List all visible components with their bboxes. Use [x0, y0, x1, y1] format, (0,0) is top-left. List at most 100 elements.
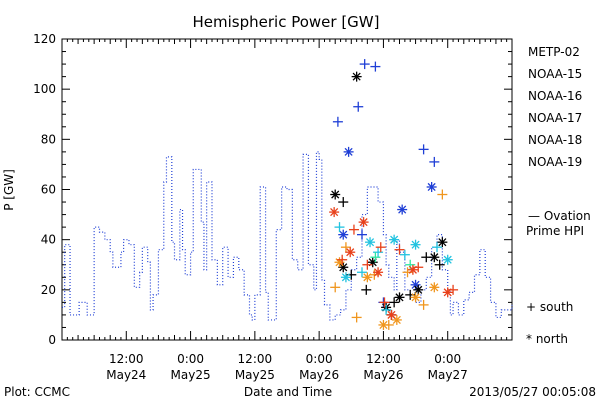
point-noaa-15-north-8: [426, 181, 437, 192]
point-noaa-16-north-39: [442, 254, 453, 265]
y-tick-label-40: 40: [41, 233, 56, 247]
point-noaa-18-south-56: [437, 189, 448, 200]
point-noaa-15-north-1: [343, 146, 354, 157]
y-axis-label-text: P [GW]: [2, 169, 16, 211]
marker-d2: [379, 320, 388, 330]
point-noaa-15-south-2: [353, 101, 364, 112]
point-metp-02-north-24: [413, 284, 424, 295]
point-noaa-15-south-10: [357, 229, 367, 240]
x-axis-label: Date and Time: [244, 385, 332, 399]
marker-d2: [414, 285, 423, 294]
x-tick-time-5: 0:00: [434, 352, 461, 366]
point-noaa-16-south-38: [432, 242, 442, 253]
x-tick-time-3: 0:00: [306, 352, 333, 366]
point-noaa-19-south-71: [375, 242, 386, 253]
x-tick-date-1: May25: [171, 368, 211, 382]
marker-d2: [359, 218, 368, 227]
point-noaa-19-north-65: [386, 309, 397, 320]
point-noaa-15-north-9: [338, 229, 349, 240]
x-tick-time-1: 0:00: [177, 352, 204, 366]
point-noaa-18-south-50: [383, 319, 394, 330]
point-noaa-19-north-57: [329, 207, 340, 218]
x-tick-date-0: May24: [106, 368, 146, 382]
marker-d2: [387, 310, 396, 319]
marker-d2: [390, 235, 399, 244]
point-noaa-16-north-33: [365, 237, 376, 248]
x-tick-time-0: 12:00: [109, 352, 144, 366]
point-metp-02-south-14: [338, 197, 349, 208]
marker-d2: [398, 205, 407, 214]
point-noaa-15-south-6: [418, 144, 429, 155]
chart-title: Hemispheric Power [GW]: [193, 13, 380, 31]
y-tick-label-20: 20: [41, 283, 56, 297]
legend: METP-02 NOAA-15 NOAA-16 NOAA-17 NOAA-18 NOAA-…: [526, 45, 591, 346]
point-noaa-19-south-60: [348, 224, 359, 235]
marker-d2: [344, 147, 353, 156]
point-noaa-19-north-67: [407, 264, 418, 275]
x-tick-time-4: 12:00: [366, 352, 401, 366]
point-noaa-19-south-64: [379, 297, 390, 308]
point-noaa-18-south-46: [351, 312, 362, 323]
point-noaa-18-north-53: [410, 292, 421, 303]
marker-d2: [339, 263, 348, 272]
footer-left: Plot: CCMC: [4, 385, 70, 399]
legend-north: * north: [526, 332, 568, 346]
point-noaa-16-north-35: [389, 234, 400, 245]
point-metp-02-north-16: [338, 262, 349, 273]
marker-d2: [430, 253, 439, 262]
point-metp-02-north-26: [429, 252, 440, 263]
y-axis-label: P [GW]: [2, 169, 16, 211]
legend-noaa-15: NOAA-15: [528, 67, 582, 81]
legend-ovation-1: — Ovation: [528, 209, 591, 223]
point-noaa-18-south-54: [418, 299, 429, 310]
marker-d2: [346, 248, 355, 257]
point-noaa-15-south-3: [359, 59, 370, 70]
x-tick-date-5: May27: [428, 368, 468, 382]
point-noaa-18-south-45: [340, 242, 351, 253]
marker-d2: [430, 283, 439, 292]
marker-d2: [331, 190, 340, 199]
marker-d2: [411, 293, 420, 302]
legend-noaa-16: NOAA-16: [528, 89, 582, 103]
footer-right: 2013/05/27 00:05:08: [469, 385, 596, 399]
point-noaa-15-south-4: [370, 61, 381, 72]
point-noaa-19-north-63: [373, 267, 384, 278]
point-metp-02-south-21: [389, 297, 400, 308]
y-tick-label-120: 120: [33, 32, 56, 46]
marker-d2: [374, 268, 383, 277]
point-metp-02-north-15: [351, 71, 362, 82]
point-metp-02-south-28: [434, 259, 445, 270]
satellite-points: [329, 59, 459, 330]
point-noaa-15-north-5: [397, 204, 408, 215]
point-noaa-16-south-32: [357, 267, 367, 278]
point-noaa-16-north-37: [410, 239, 421, 250]
point-noaa-19-south-68: [413, 262, 424, 273]
marker-d2: [392, 315, 401, 324]
marker-d2: [365, 238, 375, 247]
point-noaa-16-south-30: [334, 222, 345, 233]
x-tick-date-4: May26: [363, 368, 403, 382]
marker-d2: [330, 208, 339, 217]
point-metp-02-north-22: [394, 292, 405, 303]
legend-noaa-19: NOAA-19: [528, 155, 582, 169]
point-noaa-19-north-61: [358, 217, 369, 228]
point-noaa-15-south-7: [429, 156, 440, 167]
point-noaa-16-south-40: [399, 249, 410, 260]
point-noaa-15-south-0: [332, 116, 343, 127]
marker-d2: [443, 255, 452, 264]
marker-d2: [438, 238, 447, 247]
marker-d2: [395, 293, 404, 302]
x-axis-ticks: 12:00 May24 0:00 May25 12:00 May25 0:00 May26 12…: [61, 39, 513, 382]
marker-d2: [341, 273, 350, 282]
marker-d2: [427, 182, 436, 192]
legend-metp-02: METP-02: [528, 45, 580, 59]
x-tick-date-2: May25: [235, 368, 275, 382]
y-tick-label-0: 0: [48, 333, 56, 347]
point-noaa-19-south-66: [394, 244, 405, 255]
marker-d2: [339, 230, 348, 239]
point-noaa-17-south-41: [370, 252, 381, 263]
point-noaa-18-north-44: [334, 257, 345, 268]
point-noaa-16-south-34: [373, 247, 384, 258]
x-tick-date-3: May26: [299, 368, 339, 382]
